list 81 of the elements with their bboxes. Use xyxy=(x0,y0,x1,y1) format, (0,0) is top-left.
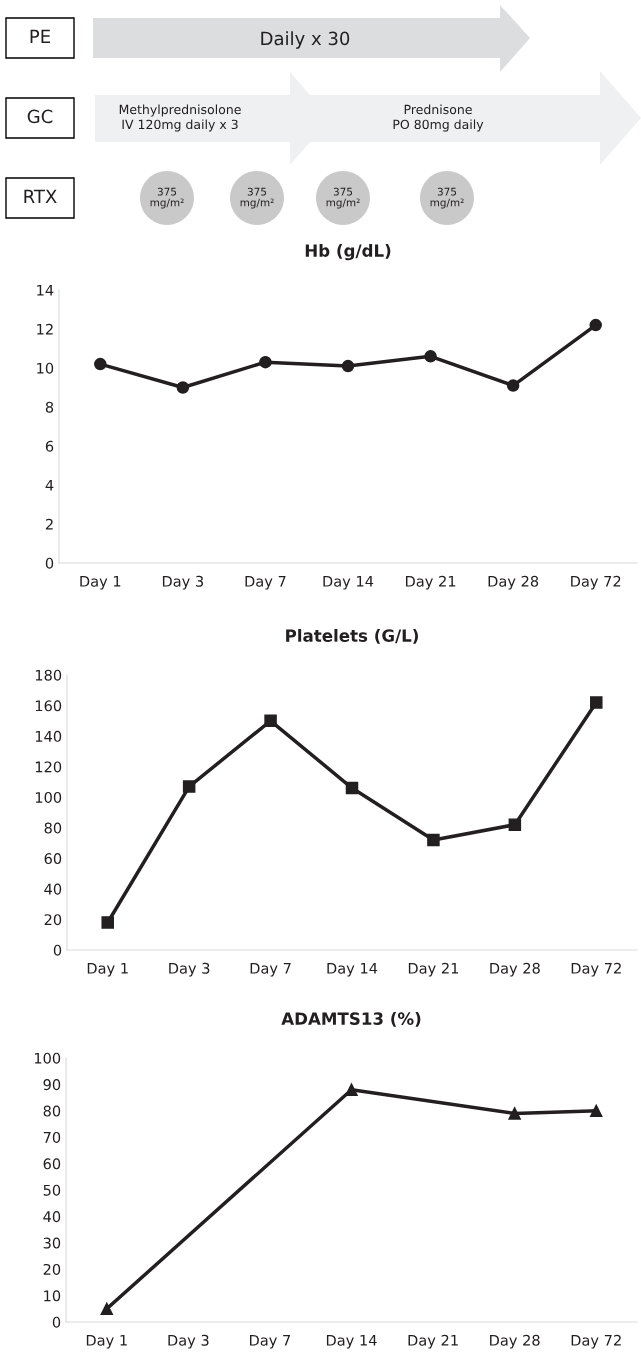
y-tick-label: 10 xyxy=(37,362,54,374)
x-tick-label: Day 28 xyxy=(490,962,540,977)
point xyxy=(259,355,272,369)
y-tick-label: 0 xyxy=(53,944,62,956)
y-tick-label: 6 xyxy=(45,440,54,452)
text: 375 mg/m² xyxy=(150,187,184,209)
point xyxy=(345,781,359,795)
chart-title: ADAMTS13 (%) xyxy=(281,1012,421,1027)
point xyxy=(427,833,440,847)
y-tick-label: 10 xyxy=(44,1290,61,1302)
y-tick-label: 20 xyxy=(43,1263,61,1275)
x-tick-label: Day 1 xyxy=(87,962,128,977)
point xyxy=(341,359,355,373)
y-tick-label: 120 xyxy=(35,761,62,773)
x-tick-label: Day 3 xyxy=(168,1334,209,1349)
x-tick-label: Day 72 xyxy=(571,1334,621,1349)
chart-title: Hb (g/dL) xyxy=(305,244,391,261)
point xyxy=(506,379,520,392)
x-tick-label: Day 3 xyxy=(162,575,204,590)
y-tick-label: 90 xyxy=(43,1079,61,1091)
y-tick-label: 40 xyxy=(43,1211,61,1223)
y-tick-label: 0 xyxy=(52,1316,61,1328)
point xyxy=(424,350,437,363)
x-tick-label: Day 3 xyxy=(169,962,210,977)
x-tick-label: Day 72 xyxy=(571,962,621,977)
y-tick-label: 160 xyxy=(35,700,62,712)
x-tick-label: Day 14 xyxy=(326,1334,377,1349)
y-tick-label: 2 xyxy=(45,518,53,530)
point xyxy=(264,714,277,728)
text: PE xyxy=(30,29,50,43)
x-tick-label: Day 14 xyxy=(327,962,378,977)
x-tick-label: Day 14 xyxy=(323,575,374,590)
point xyxy=(101,916,114,929)
text: 375 mg/m² xyxy=(430,187,464,209)
x-tick-label: Day 7 xyxy=(245,575,286,590)
x-tick-label: Day 28 xyxy=(490,1334,540,1349)
y-tick-label: 30 xyxy=(43,1237,61,1249)
x-tick-label: Day 28 xyxy=(488,575,539,590)
y-tick-label: 80 xyxy=(44,822,62,834)
point xyxy=(345,1083,358,1096)
text: GC xyxy=(27,109,53,124)
text: 375 mg/m² xyxy=(240,187,274,209)
x-tick-label: Day 7 xyxy=(250,962,291,977)
point xyxy=(182,780,196,793)
x-tick-label: Day 72 xyxy=(571,575,621,590)
point xyxy=(589,1104,603,1118)
x-tick-label: Day 21 xyxy=(406,575,456,590)
text: Methylprednisolone IV 120mg daily x 3 xyxy=(119,104,241,132)
y-tick-label: 50 xyxy=(43,1184,61,1196)
point xyxy=(176,381,190,394)
text: Prednisone PO 80mg daily xyxy=(393,104,484,132)
point xyxy=(589,318,602,332)
y-tick-label: 12 xyxy=(37,323,53,335)
y-tick-label: 14 xyxy=(37,284,54,296)
text: Daily x 30 xyxy=(261,31,350,49)
y-tick-label: 8 xyxy=(45,401,54,413)
text: 375 mg/m² xyxy=(326,187,360,209)
y-tick-label: 140 xyxy=(35,730,62,742)
y-tick-label: 40 xyxy=(44,883,62,895)
y-tick-label: 4 xyxy=(45,479,54,491)
x-tick-label: Day 7 xyxy=(250,1334,291,1349)
y-tick-label: 100 xyxy=(34,1052,61,1064)
y-tick-label: 80 xyxy=(43,1105,61,1117)
point xyxy=(590,696,603,709)
chart-title: Platelets (G/L) xyxy=(286,629,418,644)
point xyxy=(508,818,522,831)
text: RTX xyxy=(24,189,57,203)
point xyxy=(94,357,107,371)
y-tick-label: 0 xyxy=(45,557,54,569)
point xyxy=(100,1302,114,1316)
point xyxy=(508,1107,521,1120)
y-tick-label: 60 xyxy=(44,853,62,865)
y-tick-label: 100 xyxy=(35,791,62,803)
x-tick-label: Day 21 xyxy=(408,1334,458,1349)
y-tick-label: 70 xyxy=(43,1131,61,1143)
x-tick-label: Day 1 xyxy=(80,575,121,590)
y-tick-label: 20 xyxy=(44,914,62,926)
x-tick-label: Day 1 xyxy=(86,1334,127,1349)
y-tick-label: 60 xyxy=(43,1158,61,1170)
x-tick-label: Day 21 xyxy=(408,962,459,977)
y-tick-label: 180 xyxy=(35,669,62,681)
